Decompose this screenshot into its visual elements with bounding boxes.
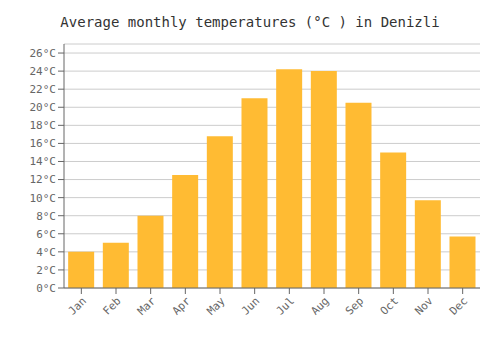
svg-text:10°C: 10°C xyxy=(30,192,57,205)
svg-text:4°C: 4°C xyxy=(36,246,56,259)
svg-text:18°C: 18°C xyxy=(30,119,57,132)
svg-text:Nov: Nov xyxy=(412,294,436,318)
svg-text:14°C: 14°C xyxy=(30,155,57,168)
svg-text:20°C: 20°C xyxy=(30,101,57,114)
svg-text:2°C: 2°C xyxy=(36,264,56,277)
svg-text:Sep: Sep xyxy=(343,294,366,317)
svg-text:26°C: 26°C xyxy=(30,47,57,60)
svg-text:24°C: 24°C xyxy=(30,65,57,78)
svg-text:Aug: Aug xyxy=(308,294,331,317)
svg-text:16°C: 16°C xyxy=(30,137,57,150)
svg-text:22°C: 22°C xyxy=(30,83,57,96)
svg-text:0°C: 0°C xyxy=(36,282,56,295)
svg-text:12°C: 12°C xyxy=(30,173,57,186)
svg-text:Oct: Oct xyxy=(378,294,401,317)
svg-text:Jun: Jun xyxy=(239,294,262,317)
svg-text:Jul: Jul xyxy=(274,294,297,317)
svg-text:Mar: Mar xyxy=(135,294,159,318)
svg-text:Jan: Jan xyxy=(66,294,89,317)
svg-text:Dec: Dec xyxy=(447,294,470,317)
svg-text:May: May xyxy=(204,294,228,318)
svg-text:Apr: Apr xyxy=(170,294,194,318)
svg-text:Feb: Feb xyxy=(100,294,123,317)
svg-text:6°C: 6°C xyxy=(36,228,56,241)
svg-text:8°C: 8°C xyxy=(36,210,56,223)
html-text:Average monthly temperatures (: Average monthly temperatures (°C ) in De… xyxy=(60,14,440,30)
